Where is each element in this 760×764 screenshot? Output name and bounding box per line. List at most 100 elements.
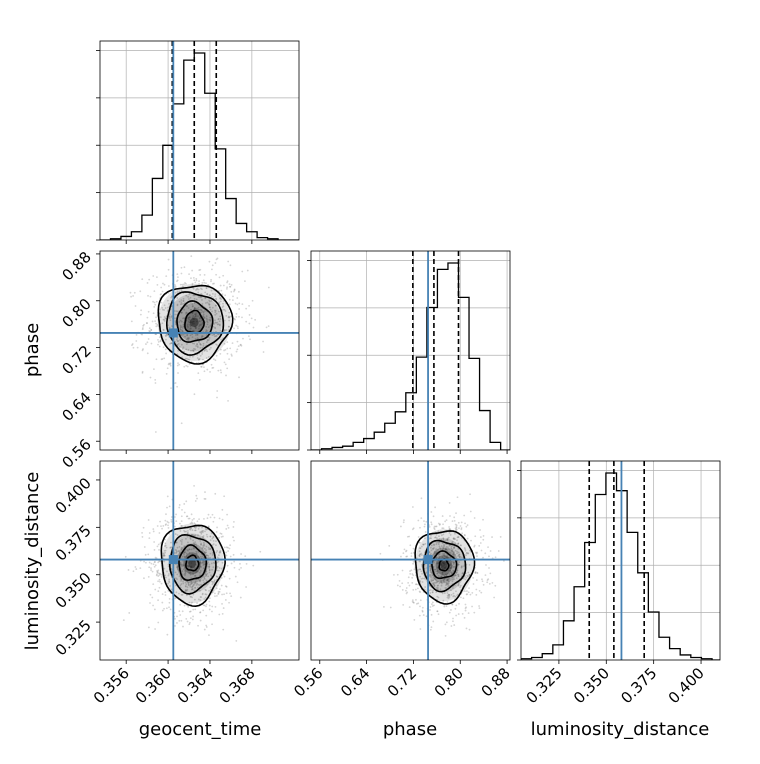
sample-point xyxy=(187,316,190,319)
sample-point xyxy=(144,553,147,556)
sample-point xyxy=(215,531,218,533)
sample-point xyxy=(165,352,168,355)
sample-point xyxy=(193,322,195,325)
sample-point xyxy=(219,300,222,303)
sample-point xyxy=(182,625,184,628)
histogram-panel-luminosity_distance xyxy=(517,461,720,661)
tick-label-phase-x-2-1: 0.64 xyxy=(337,664,373,700)
sample-point xyxy=(218,323,221,326)
sample-point xyxy=(215,584,218,586)
sample-point xyxy=(187,318,190,321)
sample-point xyxy=(187,565,190,568)
sample-point xyxy=(146,322,148,324)
sample-point xyxy=(226,347,229,350)
sample-point xyxy=(481,578,483,581)
sample-point xyxy=(195,320,198,323)
sample-point xyxy=(233,289,236,292)
sample-point xyxy=(216,565,219,568)
sample-point xyxy=(180,272,183,275)
sample-point xyxy=(213,282,215,285)
sample-point xyxy=(198,327,200,330)
sample-point xyxy=(454,574,457,577)
sample-point xyxy=(158,580,161,583)
sample-point xyxy=(223,329,226,331)
sample-point xyxy=(191,519,194,521)
sample-point xyxy=(147,626,150,629)
sample-point xyxy=(398,579,401,582)
sample-point xyxy=(403,519,405,522)
sample-point xyxy=(161,290,164,293)
sample-point xyxy=(183,529,185,532)
sample-point xyxy=(183,350,186,353)
sample-point xyxy=(189,595,192,598)
sample-point xyxy=(214,592,216,595)
sample-point xyxy=(200,566,203,568)
sample-point xyxy=(447,595,450,598)
sample-point xyxy=(439,580,442,583)
sample-point xyxy=(210,574,212,577)
sample-point xyxy=(434,506,437,509)
sample-point xyxy=(441,592,444,595)
sample-point xyxy=(194,582,197,584)
sample-point xyxy=(410,552,413,555)
sample-point xyxy=(208,260,211,263)
sample-point xyxy=(463,565,465,567)
sample-point xyxy=(446,582,449,585)
sample-point xyxy=(177,310,179,313)
sample-point xyxy=(185,583,188,586)
sample-point xyxy=(189,522,192,525)
sample-point xyxy=(193,297,196,300)
sample-point xyxy=(419,591,422,594)
sample-point xyxy=(203,551,206,554)
sample-point xyxy=(439,588,442,591)
sample-point xyxy=(412,588,415,591)
sample-point xyxy=(159,316,162,319)
sample-point xyxy=(213,581,216,584)
sample-point xyxy=(436,550,438,553)
sample-point xyxy=(212,566,215,569)
sample-point xyxy=(443,577,446,580)
sample-point xyxy=(452,570,455,572)
sample-point xyxy=(208,563,211,566)
sample-point xyxy=(194,574,197,577)
sample-point xyxy=(443,562,445,565)
sample-point xyxy=(179,584,182,587)
sample-point xyxy=(447,579,449,582)
sample-point xyxy=(184,589,187,591)
sample-point xyxy=(205,593,208,596)
sample-point xyxy=(431,591,434,594)
sample-point xyxy=(463,547,466,549)
sample-point xyxy=(237,345,240,348)
sample-point xyxy=(204,302,207,304)
sample-point xyxy=(185,348,188,351)
sample-point xyxy=(189,528,192,531)
sample-point xyxy=(438,582,441,585)
sample-point xyxy=(465,525,468,528)
sample-point xyxy=(445,621,448,624)
sample-point xyxy=(464,549,467,552)
sample-point xyxy=(218,310,220,313)
sample-point xyxy=(207,356,210,358)
sample-point xyxy=(448,502,451,504)
sample-point xyxy=(150,567,152,569)
sample-point xyxy=(167,306,169,309)
sample-point xyxy=(183,308,186,311)
sample-point xyxy=(146,282,149,284)
sample-point xyxy=(234,318,236,321)
sample-point xyxy=(429,592,432,594)
sample-point xyxy=(466,590,468,592)
sample-point xyxy=(443,578,446,581)
sample-point xyxy=(183,553,185,556)
sample-point xyxy=(233,566,236,569)
sample-point xyxy=(433,577,436,580)
sample-point xyxy=(168,315,171,318)
sample-point xyxy=(131,343,134,345)
sample-point xyxy=(203,366,205,369)
sample-point xyxy=(153,541,156,543)
sample-point xyxy=(453,553,456,556)
sample-point xyxy=(180,266,183,269)
sample-point xyxy=(438,537,441,540)
sample-point xyxy=(400,525,402,528)
sample-point xyxy=(162,525,165,527)
sample-point xyxy=(191,282,194,285)
